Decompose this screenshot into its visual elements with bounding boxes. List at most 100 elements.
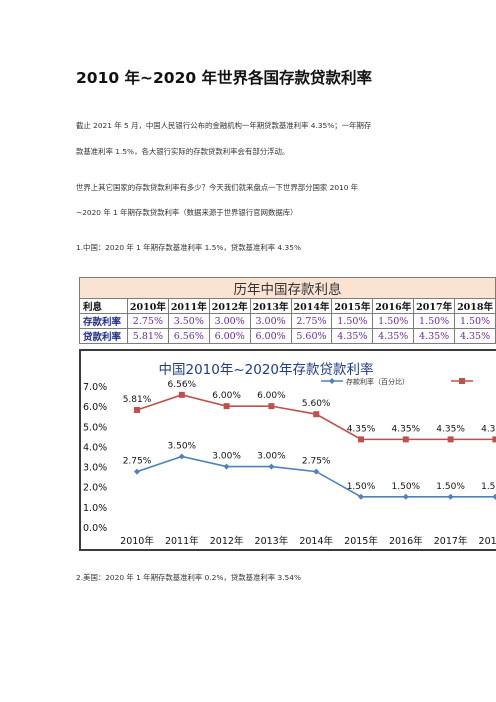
deposit-point <box>358 493 364 500</box>
table-year: 2010年 <box>126 298 169 314</box>
table-year: 2018年 <box>454 298 496 314</box>
deposit-data-label: 2.75% <box>123 457 152 467</box>
table-cell: 5.60% <box>290 328 333 344</box>
rate-line-chart: 中国2010年~2020年存款贷款利率 存款利率（百分比） 0.0% 1.0% 2.0%… <box>79 349 496 551</box>
table-cell: 4.35% <box>331 328 374 344</box>
loan-data-label: 6.00% <box>257 391 286 401</box>
loan-data-label: 4.35% <box>392 424 421 434</box>
row-label: 贷款利率 <box>79 328 128 344</box>
deposit-data-label: 1.50% <box>481 482 496 492</box>
loan-point <box>447 436 454 443</box>
deposit-point <box>492 493 496 500</box>
loan-data-label: 4.35% <box>481 424 496 434</box>
loan-point <box>268 403 275 410</box>
paragraph-line: 世界上其它国家的存款贷款利率有多少？今天我们就来盘点一下世界部分国家 2010 … <box>76 183 359 192</box>
deposit-data-label: 1.50% <box>347 482 376 492</box>
row-label: 存款利率 <box>79 313 128 329</box>
table-cell: 3.00% <box>249 313 292 329</box>
table-header-label: 利息 <box>79 298 128 314</box>
loan-data-label: 4.35% <box>347 424 376 434</box>
loan-point <box>358 436 364 443</box>
x-tick-label: 2010年 <box>120 535 154 547</box>
table-cell: 6.56% <box>167 328 210 344</box>
x-tick-label: 2012年 <box>210 535 244 547</box>
table-cell: 6.00% <box>249 328 292 344</box>
table-cell: 5.81% <box>126 328 169 344</box>
legend-marker-loan <box>459 378 465 384</box>
paragraph-line: 截止 2021 年 5 月，中国人民银行公布的金融机构一年期贷款基准利率 4.3… <box>76 121 372 130</box>
y-tick-label: 7.0% <box>83 382 107 393</box>
document-title: 2010 年~2020 年世界各国存款贷款利率 <box>76 69 373 87</box>
table-header-row: 利息 2010年 2011年 2012年 2013年 2014年 2015年 2… <box>79 298 496 314</box>
paragraph-line: ~2020 年 1 年期存款贷款利率（数据来源于世界银行官网数据库） <box>76 208 298 217</box>
deposit-point <box>134 468 140 475</box>
loan-data-label: 6.00% <box>212 391 241 401</box>
table-cell: 4.35% <box>413 328 456 344</box>
y-tick-label: 5.0% <box>83 422 107 433</box>
table-year: 2012年 <box>208 298 251 314</box>
table-cell: 3.50% <box>167 313 210 329</box>
table-year: 2011年 <box>167 298 210 314</box>
table-year: 2017年 <box>413 298 456 314</box>
y-tick-label: 0.0% <box>83 523 107 534</box>
x-tick-label: 2013年 <box>255 535 289 547</box>
table-year: 2014年 <box>290 298 333 314</box>
x-tick-label: 2016年 <box>389 535 423 547</box>
table-cell: 1.50% <box>372 313 415 329</box>
x-tick-label: 2017年 <box>434 535 468 547</box>
y-tick-label: 4.0% <box>83 442 107 453</box>
table-cell: 1.50% <box>331 313 374 329</box>
y-tick-label: 1.0% <box>83 503 107 514</box>
y-tick-label: 2.0% <box>83 483 107 494</box>
deposit-point <box>447 493 454 500</box>
chart-title: 中国2010年~2020年存款贷款利率 <box>158 361 373 378</box>
loan-data-label: 5.60% <box>302 399 331 409</box>
x-tick-label: 2018年 <box>479 535 496 547</box>
table-cell: 1.50% <box>413 313 456 329</box>
loan-point <box>492 436 496 443</box>
deposit-data-label: 3.00% <box>212 452 241 462</box>
x-tick-label: 2014年 <box>299 535 333 547</box>
table-row: 存款利率 2.75% 3.50% 3.00% 3.00% 2.75% 1.50%… <box>79 313 496 329</box>
legend-label-deposit: 存款利率（百分比） <box>346 377 409 386</box>
loan-data-label: 5.81% <box>123 395 152 405</box>
section-heading-china: 1.中国：2020 年 1 年期存款基准利率 1.5%，贷款基准利率 4.35% <box>76 243 301 252</box>
deposit-data-label: 3.50% <box>168 442 197 452</box>
deposit-point <box>402 493 409 500</box>
table-cell: 3.00% <box>208 313 251 329</box>
deposit-data-label: 2.75% <box>302 457 331 467</box>
deposit-point <box>268 463 275 470</box>
table-cell: 6.00% <box>208 328 251 344</box>
deposit-data-label: 1.50% <box>436 482 465 492</box>
deposit-data-label: 3.00% <box>257 452 286 462</box>
deposit-point <box>178 453 185 460</box>
x-tick-label: 2015年 <box>344 535 378 547</box>
table-cell: 4.35% <box>454 328 496 344</box>
loan-point <box>178 391 185 398</box>
paragraph-line: 款基准利率 1.5%，各大银行实际的存款贷款利率会有部分浮动。 <box>76 147 290 156</box>
y-tick-label: 6.0% <box>83 402 107 413</box>
y-tick-label: 3.0% <box>83 463 107 474</box>
table-row: 贷款利率 5.81% 6.56% 6.00% 6.00% 5.60% 4.35%… <box>79 328 496 344</box>
table-title: 历年中国存款利息 <box>79 277 496 299</box>
section-heading-usa: 2.美国：2020 年 1 年期存款基准利率 0.2%，贷款基准利率 3.54% <box>76 573 301 582</box>
deposit-data-label: 1.50% <box>392 482 421 492</box>
deposit-point <box>313 468 320 475</box>
table-cell: 4.35% <box>372 328 415 344</box>
legend-marker-deposit <box>329 378 335 384</box>
table-cell: 2.75% <box>290 313 333 329</box>
deposit-point <box>223 463 230 470</box>
table-year: 2015年 <box>331 298 374 314</box>
interest-table: 历年中国存款利息 利息 2010年 2011年 2012年 2013年 2014… <box>79 277 496 344</box>
loan-point <box>134 406 140 413</box>
loan-point <box>402 436 409 443</box>
loan-point <box>223 403 230 410</box>
table-year: 2013年 <box>249 298 292 314</box>
table-year: 2016年 <box>372 298 415 314</box>
loan-data-label: 6.56% <box>168 380 197 390</box>
table-cell: 2.75% <box>126 313 169 329</box>
table-cell: 1.50% <box>454 313 496 329</box>
loan-data-label: 4.35% <box>436 424 465 434</box>
